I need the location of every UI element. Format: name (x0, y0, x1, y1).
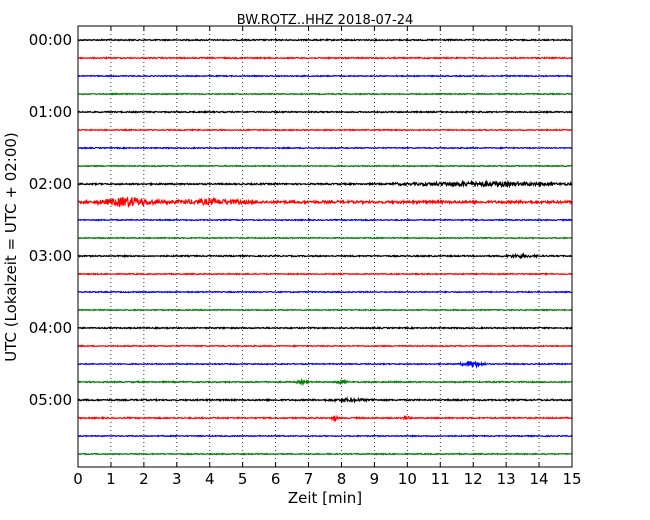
trace-line (77, 414, 573, 422)
trace-line (77, 325, 573, 330)
trace-line (77, 74, 573, 78)
trace-line (77, 56, 573, 60)
x-tick-label: 3 (172, 470, 182, 488)
trace-line (77, 395, 573, 404)
trace-line (77, 109, 573, 115)
y-tick-label: 00:00 (29, 31, 72, 49)
plot-frame (77, 25, 573, 468)
x-tick-label: 13 (497, 470, 516, 488)
trace-line (77, 272, 573, 276)
x-tick-label: 11 (431, 470, 450, 488)
trace-line (77, 344, 573, 348)
trace-line (77, 236, 573, 240)
trace-line (77, 290, 573, 294)
traces (77, 37, 573, 456)
trace-line (77, 377, 573, 387)
y-tick-label: 03:00 (29, 247, 72, 265)
y-tick-label: 01:00 (29, 103, 72, 121)
x-axis: 0 1 2 3 4 5 6 7 8 9 10 11 12 13 14 15 (73, 26, 582, 488)
chart-title: BW.ROTZ..HHZ 2018-07-24 (237, 13, 413, 28)
x-tick-label: 14 (530, 470, 549, 488)
trace-line (77, 179, 573, 189)
x-tick-label: 7 (304, 470, 314, 488)
trace-line (77, 164, 573, 168)
x-tick-label: 9 (370, 470, 380, 488)
y-tick-label: 02:00 (29, 175, 72, 193)
x-axis-label: Zeit [min] (288, 489, 362, 507)
trace-line (77, 196, 573, 208)
trace-line (77, 452, 573, 456)
y-tick-label: 05:00 (29, 391, 72, 409)
x-tick-label: 0 (73, 470, 83, 488)
x-tick-label: 12 (464, 470, 483, 488)
x-tick-label: 1 (106, 470, 116, 488)
x-tick-label: 8 (337, 470, 347, 488)
x-tick-label: 4 (205, 470, 215, 488)
trace-line (77, 146, 573, 150)
x-tick-label: 5 (238, 470, 248, 488)
trace-line (77, 434, 573, 438)
x-tick-label: 2 (139, 470, 149, 488)
x-tick-label: 10 (398, 470, 417, 488)
y-axis: 00:00 01:00 02:00 03:00 04:00 05:00 (29, 31, 572, 409)
x-tick-label: 6 (271, 470, 281, 488)
trace-line (77, 128, 573, 132)
trace-line (77, 218, 573, 222)
y-axis-label: UTC (Lokalzeit = UTC + 02:00) (2, 132, 20, 362)
grid-lines (110, 26, 540, 467)
trace-line (77, 308, 573, 312)
x-tick-label: 15 (562, 470, 581, 488)
trace-line (77, 252, 573, 260)
trace-line (77, 37, 573, 42)
y-tick-label: 04:00 (29, 319, 72, 337)
trace-line (77, 360, 573, 370)
trace-line (77, 92, 573, 96)
